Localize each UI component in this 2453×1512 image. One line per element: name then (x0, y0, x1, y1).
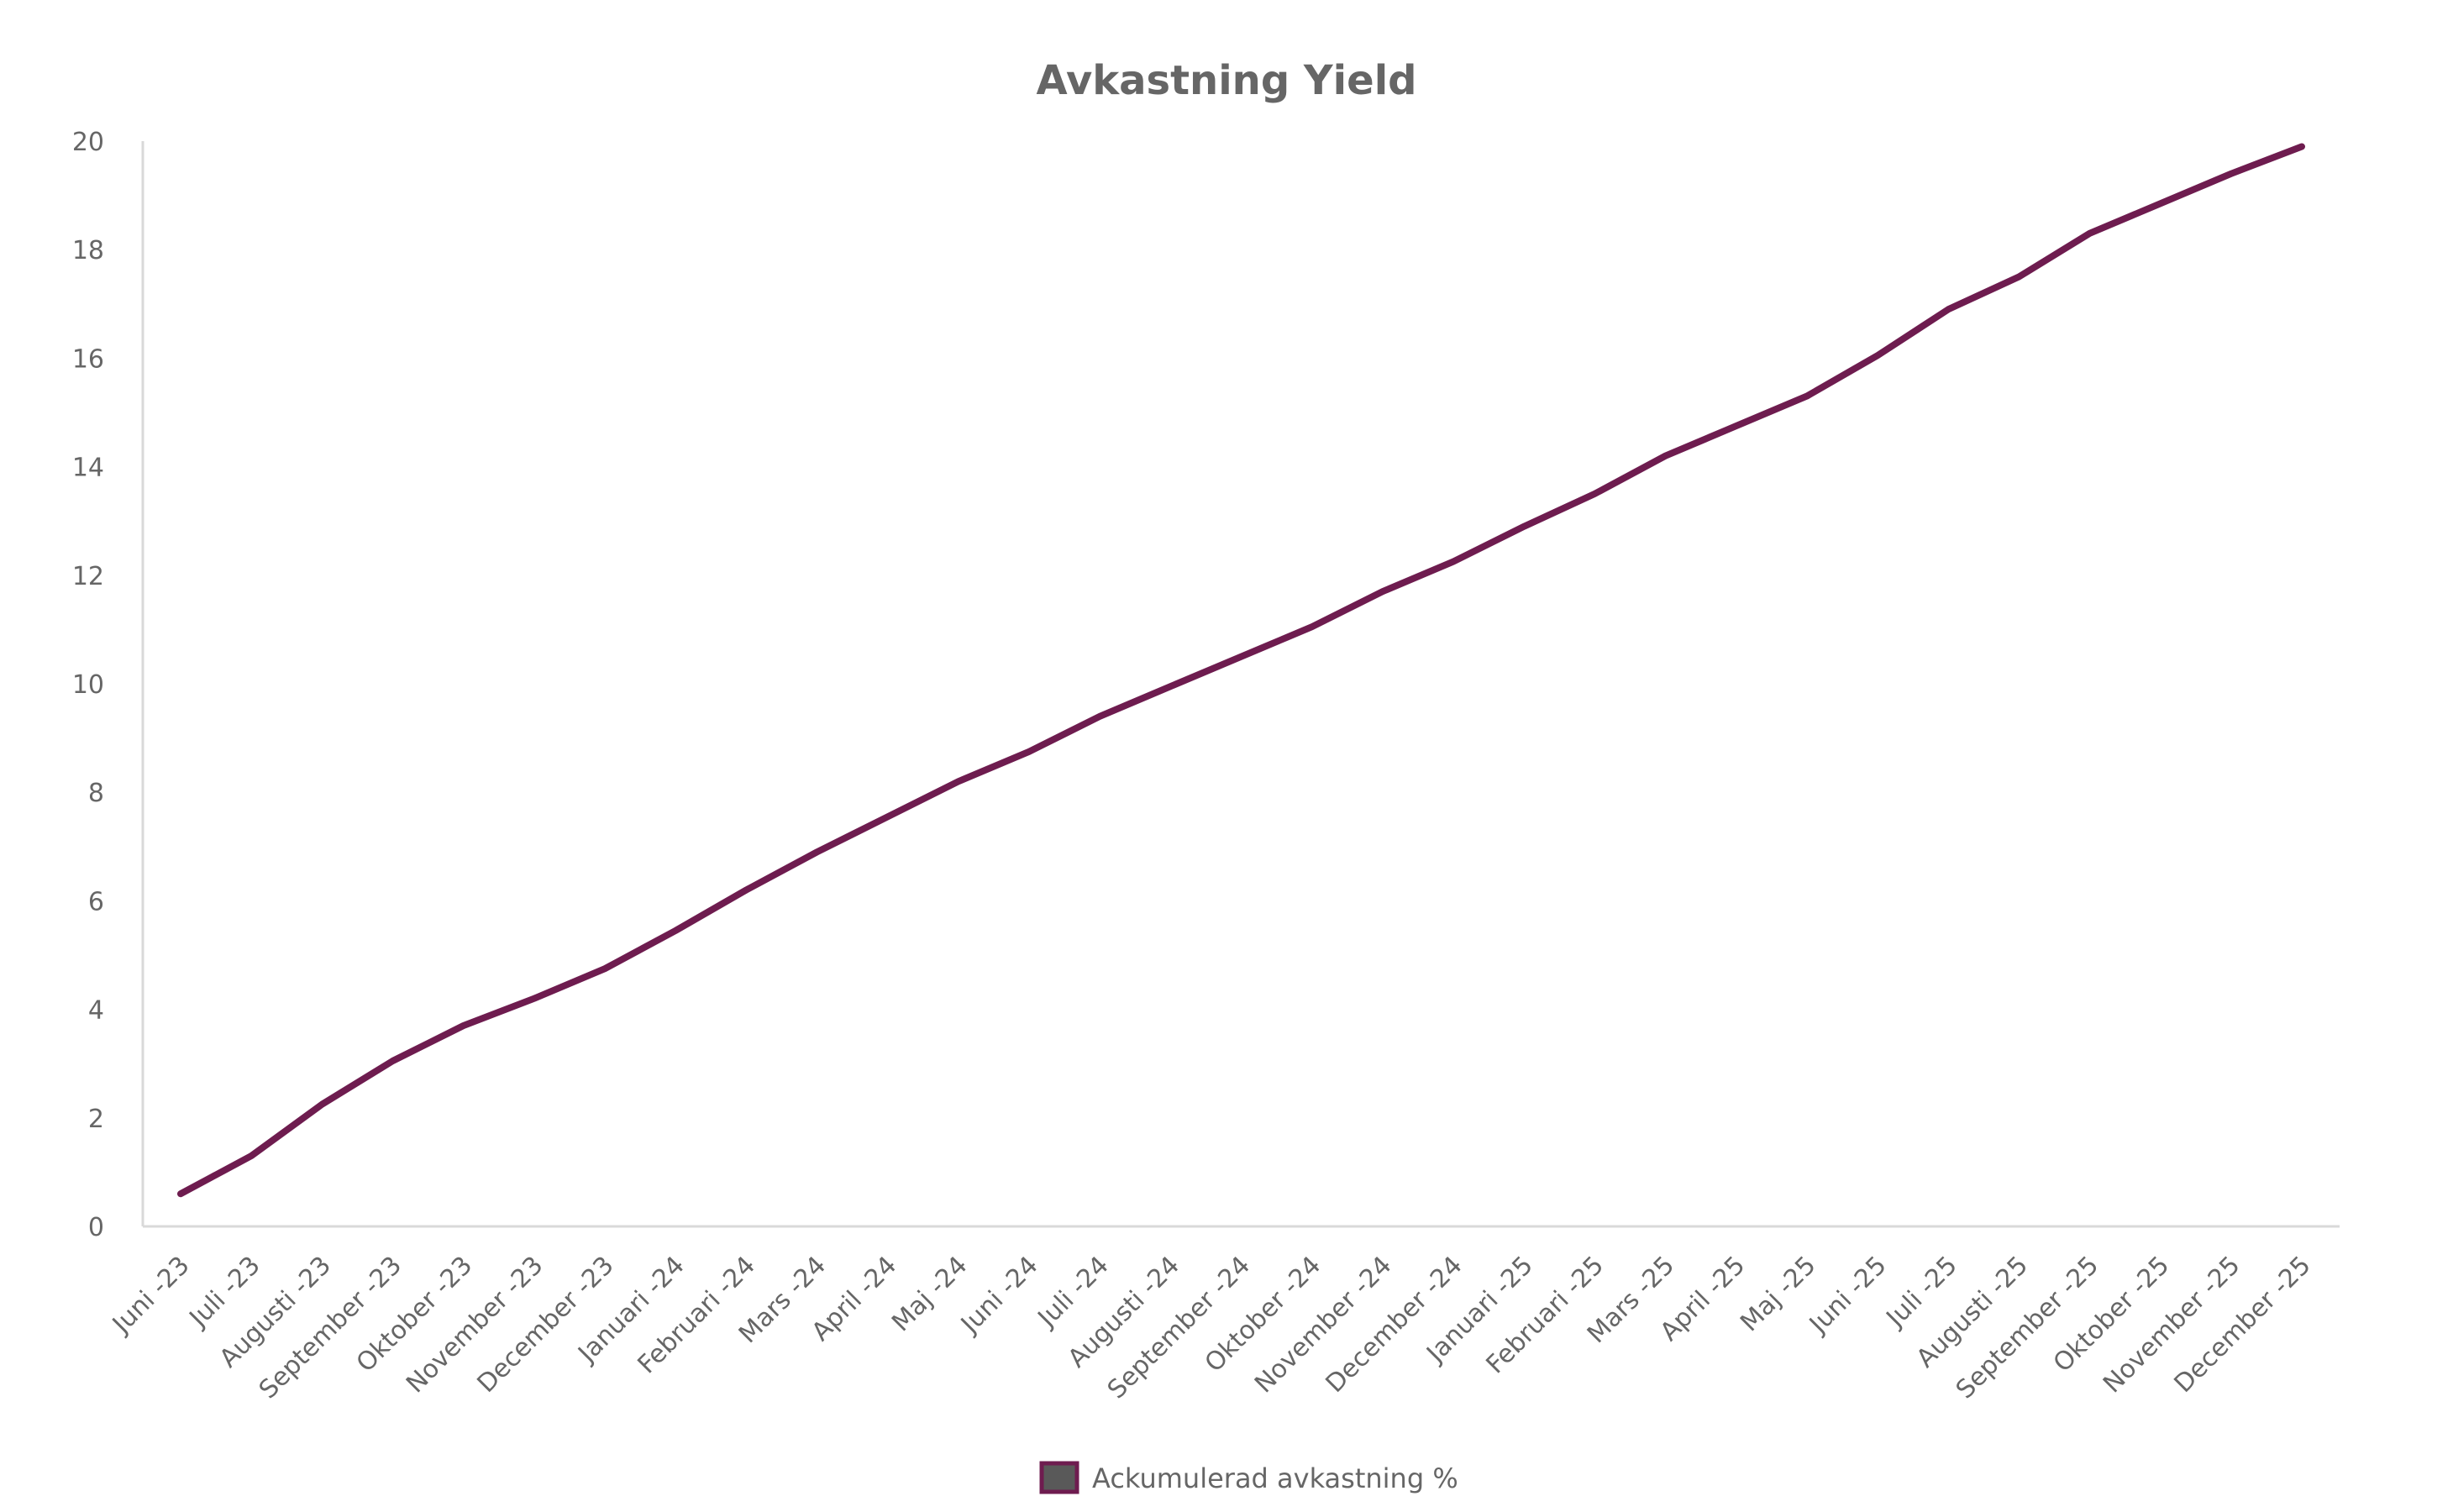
y-tick-label: 0 (88, 1213, 104, 1242)
x-tick-label: Maj -24 (886, 1251, 973, 1337)
x-tick-label: Maj -25 (1735, 1251, 1821, 1337)
y-tick-label: 10 (72, 670, 104, 700)
y-tick-label: 14 (72, 454, 104, 483)
y-tick-label: 18 (72, 236, 104, 265)
chart-title: Avkastning Yield (1037, 57, 1417, 104)
legend-swatch (1039, 1461, 1079, 1494)
legend-label: Ackumulerad avkastning % (1092, 1462, 1458, 1494)
x-tick-label: Juni -23 (106, 1251, 196, 1341)
x-tick-label: Juni -24 (954, 1251, 1044, 1341)
y-tick-label: 6 (88, 887, 104, 916)
y-tick-label: 4 (88, 996, 104, 1026)
y-axis: 0 2 4 6 8 10 12 14 16 18 20 (72, 128, 144, 1242)
y-tick-label: 8 (88, 779, 104, 808)
legend: Ackumulerad avkastning % (1039, 1461, 1458, 1494)
y-tick-label: 20 (72, 128, 104, 157)
series-line (177, 143, 2305, 1198)
y-tick-label: 2 (88, 1105, 104, 1134)
y-tick-label: 12 (72, 562, 104, 591)
x-tick-label: Juni -25 (1803, 1251, 1893, 1341)
y-tick-label: 16 (72, 344, 104, 374)
series-group (177, 143, 2305, 1198)
